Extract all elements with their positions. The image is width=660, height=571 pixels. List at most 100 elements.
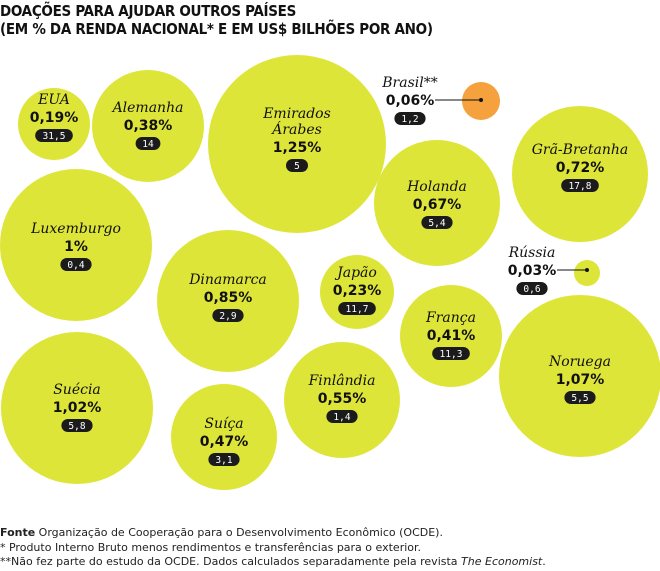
label-gra-bretanha: Grã-Bretanha 0,72% 17,8	[532, 142, 629, 192]
bubble-eua	[18, 88, 90, 160]
label-franca: França 0,41% 11,3	[425, 310, 476, 360]
bubble-luxemburgo	[0, 169, 152, 321]
pct-label-russia: 0,03%	[508, 263, 557, 279]
usd-label-luxemburgo: 0,4	[67, 260, 84, 271]
bubble-chart: EUA 0,19% 31,5 Alemanha 0,38% 14 EmiradosÁrabe…	[0, 55, 660, 490]
usd-label-russia: 0,6	[523, 284, 540, 295]
country-name-gra-bretanha: Grã-Bretanha	[532, 142, 629, 158]
country-name-suica: Suíça	[204, 416, 243, 432]
country-name-suecia: Suécia	[53, 382, 101, 398]
usd-pill-alemanha	[135, 137, 161, 150]
usd-pill-holanda	[421, 216, 453, 229]
pct-label-franca: 0,41%	[427, 328, 476, 344]
usd-label-holanda: 5,4	[428, 218, 445, 229]
usd-pill-dinamarca	[212, 309, 244, 322]
bubble-alemanha	[92, 70, 204, 182]
bubble-dinamarca	[157, 230, 299, 372]
pct-label-holanda: 0,67%	[413, 197, 462, 213]
label-suecia: Suécia 1,02% 5,8	[53, 382, 102, 432]
source-line: Fonte Organização de Cooperação para o D…	[0, 526, 660, 541]
leader-dot-brasil	[479, 98, 483, 102]
footnote-2-publication: The Economist	[461, 555, 543, 568]
bubble-russia	[574, 260, 600, 286]
country-name-eua: EUA	[37, 92, 70, 108]
usd-pill-suecia	[61, 419, 93, 432]
label-russia: Rússia 0,03% 0,6	[508, 245, 589, 295]
footnote-2-prefix: **Não fez parte do estudo da OCDE. Dados…	[0, 555, 462, 568]
country-name-finlandia: Finlândia	[308, 373, 376, 389]
country-name-brasil: Brasil**	[381, 75, 437, 91]
usd-label-gra-bretanha: 17,8	[569, 181, 592, 192]
usd-label-japao: 11,7	[346, 304, 369, 315]
country-name-alemanha: Alemanha	[111, 100, 184, 116]
footnote-1: * Produto Interno Bruto menos rendimento…	[0, 540, 422, 554]
country-name-russia: Rússia	[508, 245, 556, 261]
usd-pill-noruega	[564, 391, 596, 404]
usd-label-dinamarca: 2,9	[219, 311, 236, 322]
usd-label-franca: 11,3	[440, 349, 463, 360]
usd-label-finlandia: 1,4	[333, 412, 350, 423]
label-japao: Japão 0,23% 11,7	[333, 265, 382, 315]
pct-label-suica: 0,47%	[200, 434, 249, 450]
country-name-noruega: Noruega	[548, 354, 611, 370]
pct-label-japao: 0,23%	[333, 283, 382, 299]
label-finlandia: Finlândia 0,55% 1,4	[308, 373, 376, 423]
pct-label-luxemburgo: 1%	[64, 239, 88, 255]
footnote-2: **Não fez parte do estudo da OCDE. Dados…	[0, 555, 660, 570]
usd-pill-japao	[338, 302, 376, 315]
bubble-suecia	[1, 332, 153, 484]
usd-pill-emirados-arabes	[286, 159, 308, 172]
label-noruega: Noruega 1,07% 5,5	[548, 354, 611, 404]
usd-label-noruega: 5,5	[571, 393, 588, 404]
label-eua: EUA 0,19% 31,5	[30, 92, 78, 142]
label-alemanha: Alemanha 0,38% 14	[111, 100, 184, 150]
chart-title-line1: DOAÇÕES PARA AJUDAR OUTROS PAÍSES	[0, 2, 297, 20]
footer: Fonte Organização de Cooperação para o D…	[0, 526, 660, 570]
source-label: Fonte	[0, 526, 36, 539]
country-name-franca: França	[425, 310, 476, 326]
usd-label-emirados-arabes: 5	[294, 161, 300, 172]
bubble-gra-bretanha	[512, 106, 648, 242]
pct-label-alemanha: 0,38%	[124, 118, 173, 134]
bubble-emirados-arabes	[208, 55, 386, 233]
bubble-suica	[171, 384, 277, 490]
pct-label-gra-bretanha: 0,72%	[556, 160, 605, 176]
pct-label-dinamarca: 0,85%	[204, 290, 253, 306]
usd-label-suecia: 5,8	[68, 421, 85, 432]
chart-title: DOAÇÕES PARA AJUDAR OUTROS PAÍSES (EM % …	[0, 2, 433, 38]
usd-label-suica: 3,1	[215, 455, 232, 466]
pct-label-emirados-arabes: 1,25%	[273, 140, 322, 156]
bubble-holanda	[374, 140, 500, 266]
usd-pill-franca	[432, 347, 470, 360]
label-brasil: Brasil** 0,06% 1,2	[381, 75, 483, 125]
pct-label-brasil: 0,06%	[386, 93, 435, 109]
usd-label-eua: 31,5	[43, 131, 66, 142]
usd-pill-russia	[516, 282, 548, 295]
chart-title-line2: (EM % DA RENDA NACIONAL* E EM US$ BILHÕE…	[0, 20, 433, 38]
usd-pill-brasil	[394, 112, 426, 125]
pct-label-suecia: 1,02%	[53, 400, 102, 416]
country-name-emirados-arabes-2: Árabes	[270, 120, 322, 138]
label-luxemburgo: Luxemburgo 1% 0,4	[30, 221, 121, 271]
bubble-finlandia	[284, 342, 400, 458]
country-name-japao: Japão	[334, 265, 377, 281]
label-suica: Suíça 0,47% 3,1	[200, 416, 249, 466]
label-holanda: Holanda 0,67% 5,4	[406, 179, 467, 229]
country-name-dinamarca: Dinamarca	[188, 272, 267, 288]
country-name-luxemburgo: Luxemburgo	[30, 221, 121, 237]
usd-pill-luxemburgo	[60, 258, 92, 271]
usd-pill-gra-bretanha	[561, 179, 599, 192]
pct-label-noruega: 1,07%	[556, 372, 605, 388]
bubble-franca	[400, 285, 502, 387]
leader-dot-russia	[585, 268, 589, 272]
country-name-emirados-arabes-1: Emirados	[262, 106, 331, 122]
usd-pill-suica	[208, 453, 240, 466]
usd-label-brasil: 1,2	[401, 114, 418, 125]
source-text: Organização de Cooperação para o Desenvo…	[35, 526, 443, 539]
bubble-noruega	[499, 295, 660, 457]
country-name-holanda: Holanda	[406, 179, 467, 195]
bubble-japao	[320, 255, 394, 329]
usd-pill-finlandia	[326, 410, 358, 423]
label-dinamarca: Dinamarca 0,85% 2,9	[188, 272, 267, 322]
